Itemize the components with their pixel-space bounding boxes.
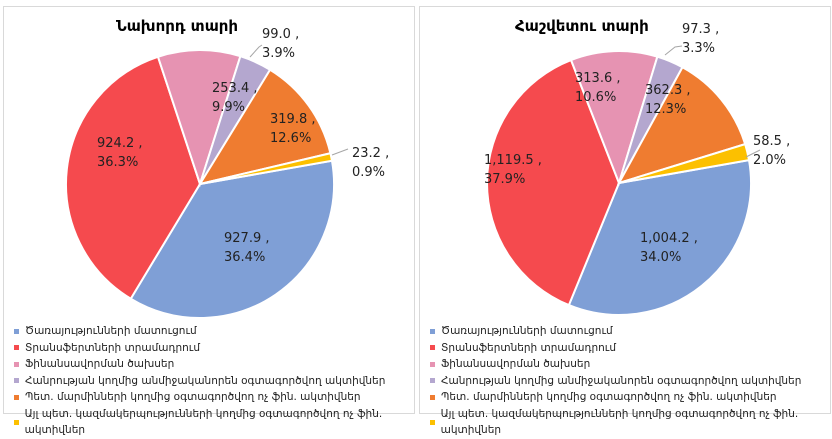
legend-swatch [14, 328, 19, 334]
data-label: 319.8 , 12.6% [270, 110, 315, 148]
data-label: 924.2 , 36.3% [97, 134, 142, 172]
legend-swatch [14, 419, 19, 425]
legend-label: Այլ պետ. կազմակերպությունների կողմից օգտ… [440, 407, 799, 437]
data-label-line: 99.0 , [262, 27, 300, 42]
legend-item: Ծառայությունների մատուցում [430, 323, 830, 340]
pie-slice [486, 58, 621, 307]
legend-label: Ծառայությունների մատուցում [25, 325, 197, 337]
data-label-line: 58.5 , [753, 134, 791, 149]
chart-title: Նախորդ տարի [116, 17, 239, 35]
legend-item: Պետ. մարմինների կողմից օգտագործվող ոչ ֆի… [14, 389, 414, 406]
data-label-line: 9.9% [212, 100, 246, 115]
pie-slice [569, 50, 659, 187]
data-label-line: 319.8 , [270, 112, 316, 127]
legend-item: Հանրության կողմից անմիջականորեն օգտագործ… [14, 373, 414, 390]
legend-swatch [430, 394, 435, 400]
data-label-line: 3.3% [682, 41, 716, 56]
pie-slice [618, 142, 751, 184]
pie [486, 45, 761, 316]
legend-item: Տրանսֆերտների տրամադրում [430, 340, 830, 357]
data-label: 1,119.5 , 37.9% [484, 151, 542, 189]
data-label-line: 2.0% [753, 153, 787, 168]
legend-label: Ֆինանսավորման ծախսեր [25, 358, 175, 370]
legend-item: Այլ պետ. կազմակերպությունների կողմից օգտ… [14, 406, 414, 439]
legend-swatch [14, 394, 19, 400]
data-label: 99.0 , 3.9% [262, 25, 299, 63]
legend-item: Այլ պետ. կազմակերպությունների կողմից օգտ… [430, 406, 830, 439]
data-label-line: 924.2 , [97, 136, 143, 151]
legend-item: Ծառայությունների մատուցում [14, 323, 414, 340]
legend-swatch [430, 328, 435, 334]
data-label-line: 313.6 , [575, 71, 621, 86]
data-label-line: 12.6% [270, 131, 312, 146]
data-label: 97.3 , 3.3% [682, 20, 719, 58]
pie-slice [199, 152, 334, 185]
chart-previous-year: Նախորդ տարի 927.9 , 36.4% 924.2 , 36.3% 253.4… [3, 6, 415, 436]
legend: Ծառայությունների մատուցում Տրանսֆերտների … [14, 323, 414, 439]
legend-label: Պետ. մարմինների կողմից օգտագործվող ոչ ֆի… [25, 391, 361, 403]
data-label-line: 1,119.5 , [484, 153, 542, 168]
legend-label: Հանրության կողմից անմիջականորեն օգտագործ… [25, 374, 386, 387]
legend-label: Ծառայությունների մատուցում [441, 325, 613, 337]
data-label-line: 36.3% [97, 155, 139, 170]
data-label: 1,004.2 , 34.0% [640, 229, 698, 267]
data-label: 362.3 , 12.3% [645, 81, 690, 119]
legend-label: Ֆինանսավորման ծախսեր [441, 358, 591, 370]
leader-line [664, 45, 683, 56]
legend-item: Տրանսֆերտների տրամադրում [14, 340, 414, 357]
data-label-line: 927.9 , [224, 231, 270, 246]
pie-slice [616, 65, 747, 185]
leader-line [249, 44, 263, 58]
data-label: 23.2 , 0.9% [352, 144, 389, 182]
data-label-line: 12.3% [645, 102, 687, 117]
pie-slice [567, 158, 752, 316]
legend: Ծառայությունների մատուցում Տրանսֆերտների … [430, 323, 830, 439]
data-label: 58.5 , 2.0% [753, 132, 790, 170]
legend-item: Հանրության կողմից անմիջականորեն օգտագործ… [430, 373, 830, 390]
data-label-line: 0.9% [352, 165, 386, 180]
data-label-line: 10.6% [575, 90, 617, 105]
leader-line [331, 148, 349, 156]
pie [65, 44, 349, 319]
legend-item: Ֆինանսավորման ծախսեր [430, 356, 830, 373]
data-label-line: 3.9% [262, 46, 296, 61]
pie-slice [197, 68, 332, 186]
data-label-line: 97.3 , [682, 22, 720, 37]
data-label-line: 253.4 , [212, 81, 258, 96]
data-label: 927.9 , 36.4% [224, 229, 269, 267]
data-label-line: 1,004.2 , [640, 231, 698, 246]
legend-swatch [430, 361, 435, 367]
legend-swatch [430, 345, 435, 351]
legend-swatch [14, 361, 19, 367]
legend-item: Ֆինանսավորման ծախսեր [14, 356, 414, 373]
chart-title: Հաշվետու տարի [515, 17, 649, 35]
legend-label: Տրանսֆերտների տրամադրում [441, 341, 617, 354]
legend-swatch [430, 378, 435, 384]
legend-label: Այլ պետ. կազմակերպությունների կողմից օգտ… [24, 407, 383, 437]
legend-label: Հանրության կողմից անմիջականորեն օգտագործ… [441, 374, 802, 387]
chart-reporting-year: Հաշվետու տարի 1,004.2 , 34.0% 1,119.5 , 37.9… [419, 6, 831, 436]
data-label: 253.4 , 9.9% [212, 79, 257, 117]
leader-line [745, 149, 761, 158]
data-label-line: 36.4% [224, 250, 266, 265]
data-label-line: 23.2 , [352, 146, 390, 161]
legend-swatch [430, 419, 435, 425]
legend-label: Պետ. մարմինների կողմից օգտագործվող ոչ ֆի… [441, 391, 777, 403]
data-label-line: 34.0% [640, 250, 682, 265]
pie-slice [65, 55, 202, 301]
data-label-line: 37.9% [484, 172, 526, 187]
data-label-line: 362.3 , [645, 83, 691, 98]
legend-label: Տրանսֆերտների տրամադրում [25, 341, 201, 354]
data-label: 313.6 , 10.6% [575, 69, 620, 107]
legend-swatch [14, 345, 19, 351]
pie-slice [156, 49, 242, 188]
legend-item: Պետ. մարմինների կողմից օգտագործվող ոչ ֆի… [430, 389, 830, 406]
legend-swatch [14, 378, 19, 384]
pie-slice [129, 159, 335, 319]
